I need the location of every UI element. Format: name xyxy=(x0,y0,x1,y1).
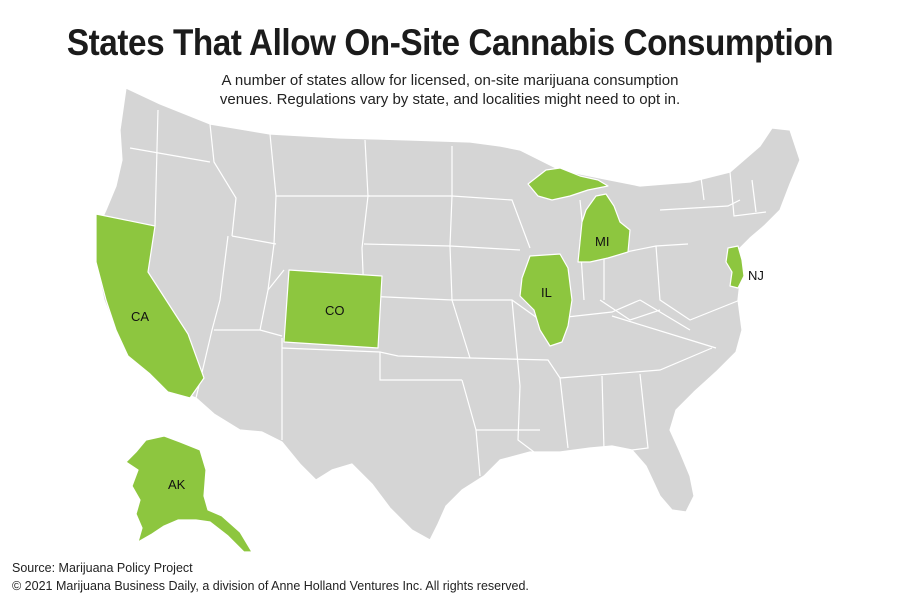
state-ca[interactable] xyxy=(95,213,205,399)
subtitle-line-2: venues. Regulations vary by state, and l… xyxy=(219,91,681,108)
label-ca: CA xyxy=(131,309,149,324)
state-ak[interactable] xyxy=(125,435,253,553)
state-nj[interactable] xyxy=(725,245,745,289)
subtitle-line-1: A number of states allow for licensed, o… xyxy=(221,72,679,89)
label-il: IL xyxy=(541,285,552,300)
copyright-text: © 2021 Marijuana Business Daily, a divis… xyxy=(12,579,529,593)
state-mi[interactable] xyxy=(577,193,631,263)
label-mi: MI xyxy=(595,234,609,249)
subtitle: A number of states allow for licensed, o… xyxy=(0,71,900,109)
state-mi-upper[interactable] xyxy=(527,167,609,201)
label-co: CO xyxy=(325,303,345,318)
label-ak: AK xyxy=(168,477,186,492)
state-il[interactable] xyxy=(519,253,573,347)
page-title: States That Allow On-Site Cannabis Consu… xyxy=(66,22,834,63)
footer: Source: Marijuana Policy Project © 2021 … xyxy=(12,559,529,595)
state-co[interactable] xyxy=(283,269,383,349)
label-nj: NJ xyxy=(748,268,764,283)
state-borders xyxy=(129,109,767,477)
source-text: Source: Marijuana Policy Project xyxy=(12,561,193,575)
